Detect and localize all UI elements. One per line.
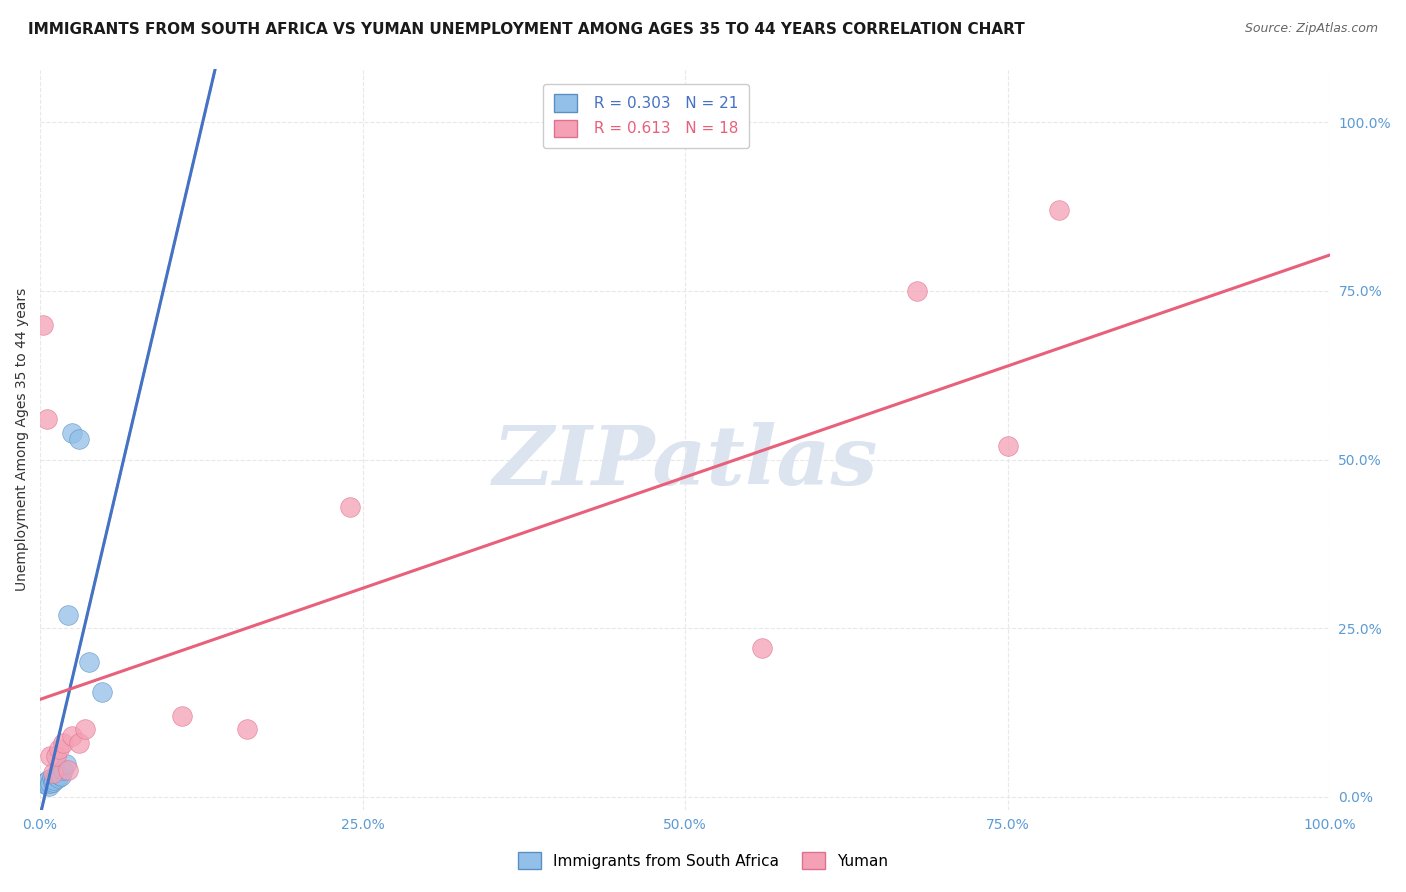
Point [60, 425, 83, 440]
Point [38, 780, 60, 794]
Point [60, 729, 83, 743]
Point [48, 768, 70, 782]
Point [55, 757, 77, 772]
Point [41, 771, 63, 785]
Point [45, 749, 67, 764]
Y-axis label: Unemployment Among Ages 35 to 44 years: Unemployment Among Ages 35 to 44 years [15, 287, 30, 591]
Point [91, 685, 114, 699]
Point [75, 722, 97, 736]
Legend: Immigrants from South Africa, Yuman: Immigrants from South Africa, Yuman [512, 846, 894, 875]
Point [32, 776, 55, 790]
Point [1047, 203, 1070, 218]
Point [339, 500, 361, 514]
Point [58, 607, 80, 622]
Point [34, 777, 56, 791]
Point [45, 769, 67, 783]
Point [39, 776, 62, 790]
Point [751, 641, 773, 656]
Point [39, 749, 62, 764]
Point [45, 766, 67, 780]
Point [49, 769, 72, 783]
Point [52, 763, 75, 777]
Point [67, 736, 90, 750]
Text: ZIPatlas: ZIPatlas [492, 422, 877, 501]
Text: Source: ZipAtlas.com: Source: ZipAtlas.com [1244, 22, 1378, 36]
Point [46, 771, 69, 785]
Point [997, 439, 1019, 453]
Point [35, 412, 58, 426]
Point [77, 655, 100, 669]
Point [42, 774, 65, 789]
Point [905, 284, 928, 298]
Point [42, 766, 65, 780]
Point [31, 318, 53, 332]
Point [52, 736, 75, 750]
Text: IMMIGRANTS FROM SOUTH AFRICA VS YUMAN UNEMPLOYMENT AMONG AGES 35 TO 44 YEARS COR: IMMIGRANTS FROM SOUTH AFRICA VS YUMAN UN… [28, 22, 1025, 37]
Point [37, 772, 59, 787]
Point [170, 708, 193, 723]
Point [235, 722, 257, 736]
Point [48, 742, 70, 756]
Point [35, 774, 58, 789]
Point [44, 772, 66, 787]
Point [67, 432, 90, 446]
Legend:  R = 0.303   N = 21,  R = 0.613   N = 18: R = 0.303 N = 21, R = 0.613 N = 18 [544, 84, 749, 148]
Point [58, 763, 80, 777]
